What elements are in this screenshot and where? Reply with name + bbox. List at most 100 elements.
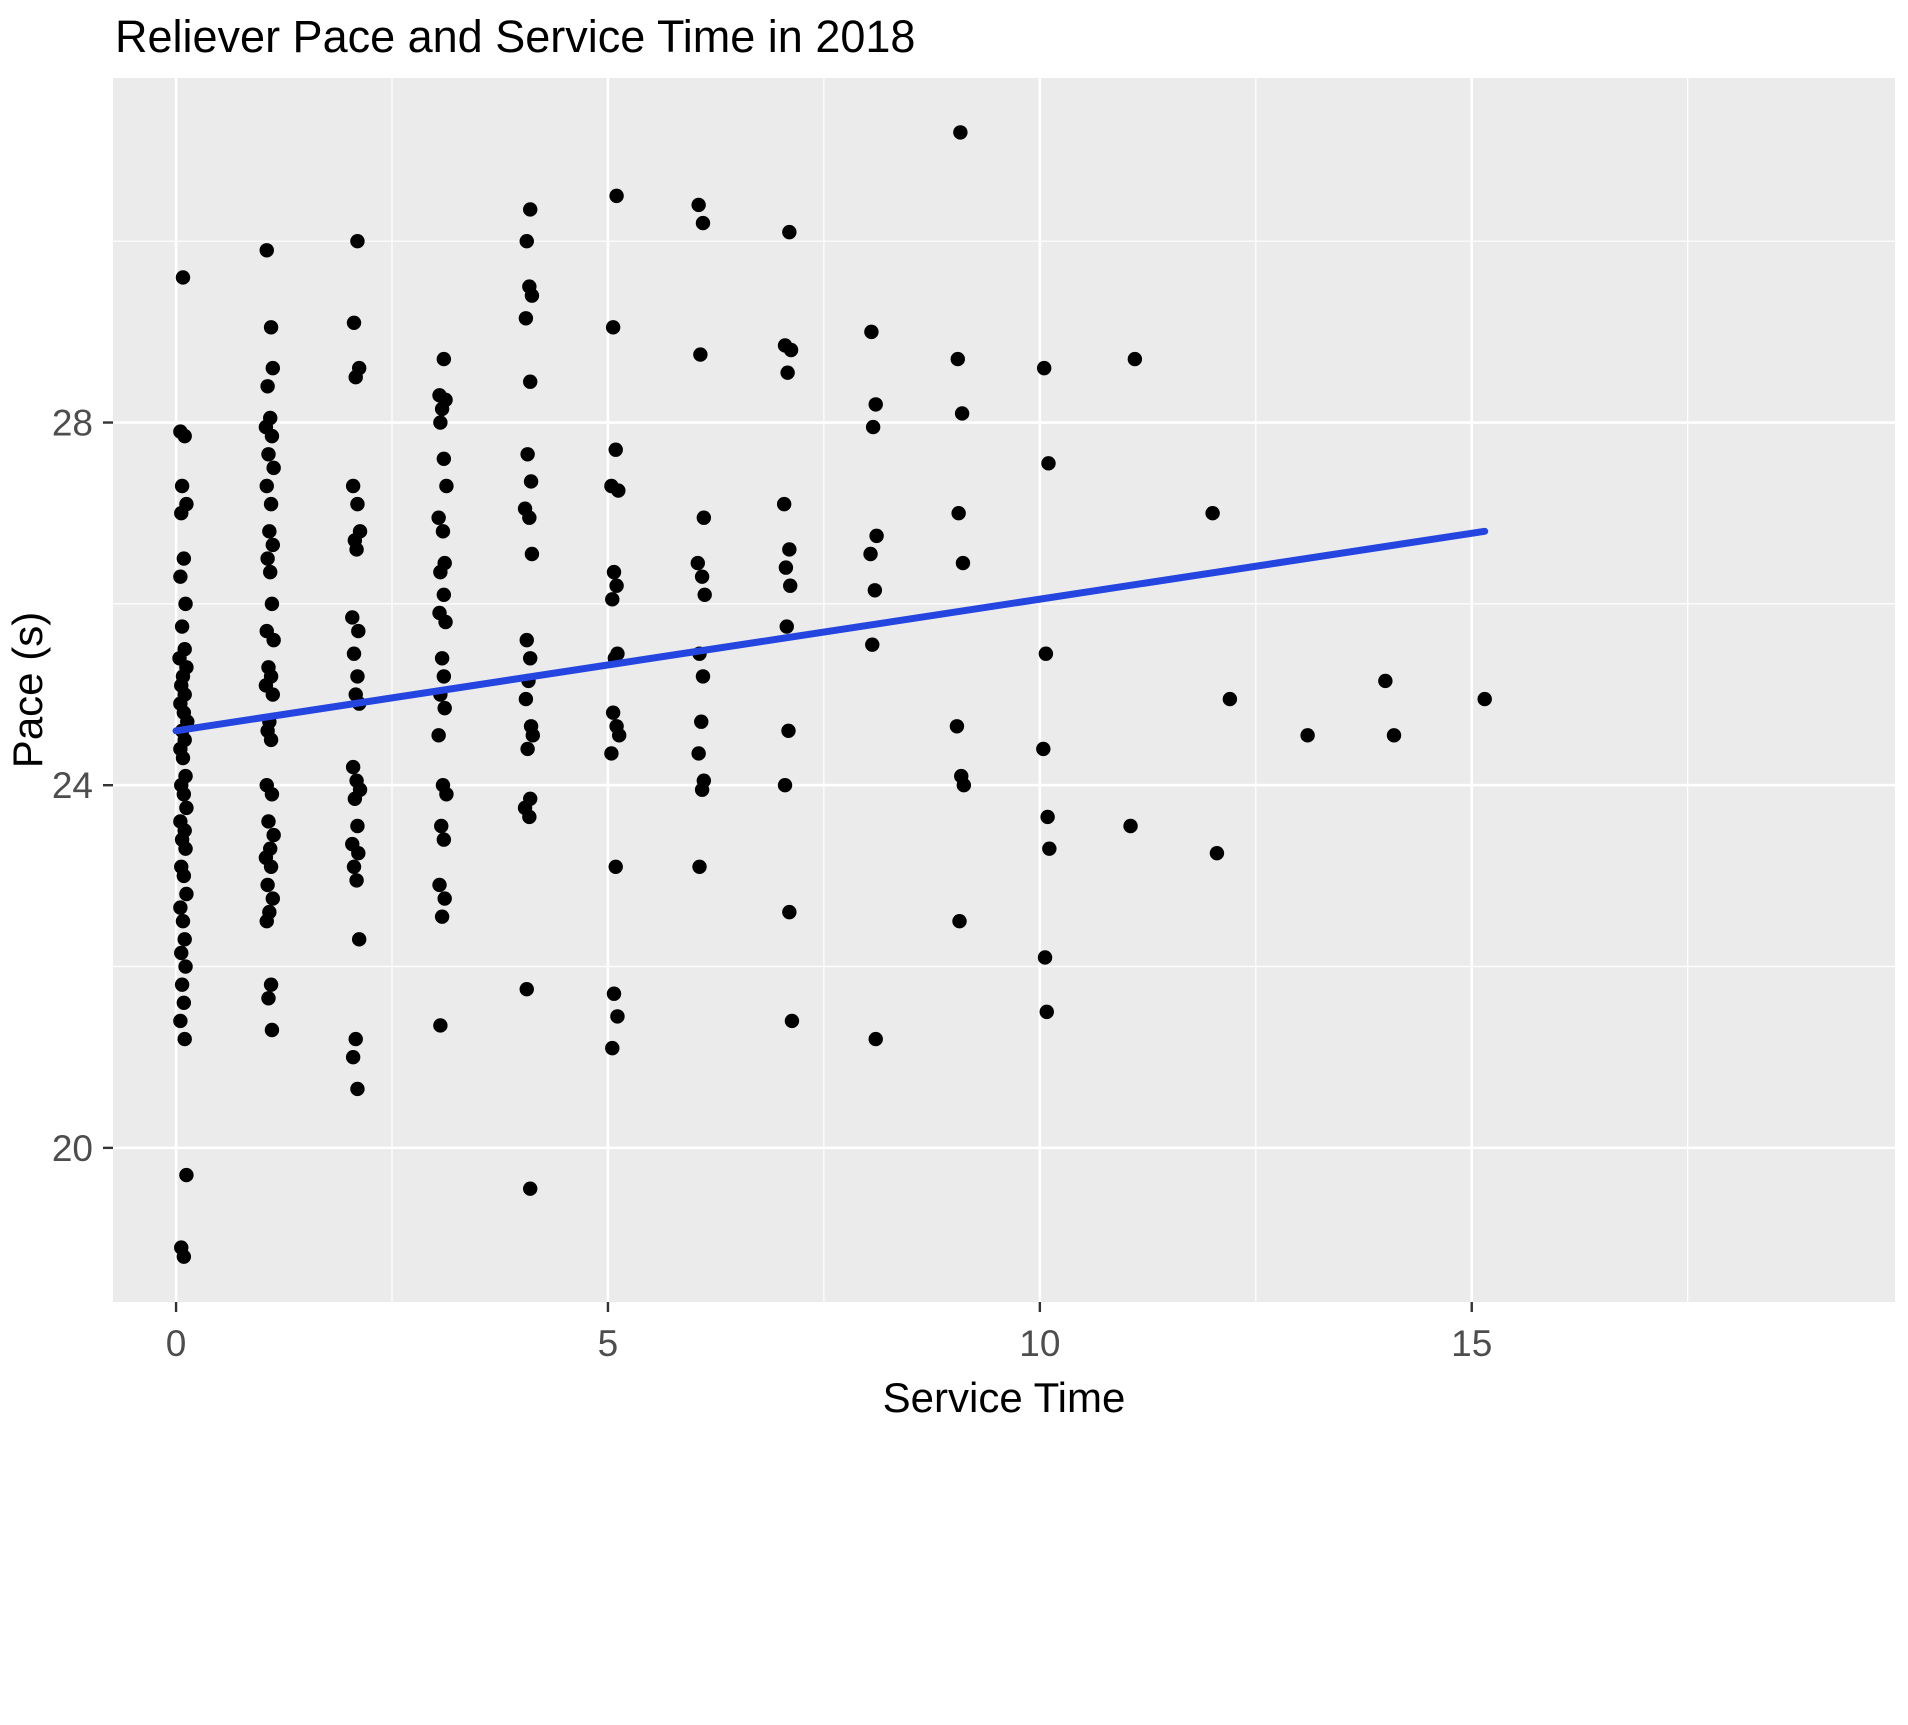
data-point	[175, 750, 191, 766]
data-point	[522, 510, 537, 525]
data-point	[264, 787, 280, 802]
data-point	[349, 873, 364, 888]
data-point	[865, 419, 881, 435]
data-point	[691, 746, 706, 761]
data-point	[351, 623, 366, 639]
data-point	[431, 510, 446, 525]
data-point	[779, 619, 794, 634]
data-point	[263, 496, 279, 512]
data-point	[350, 496, 365, 512]
data-point	[178, 959, 193, 974]
data-point	[524, 546, 540, 562]
data-point	[611, 728, 627, 743]
y-tick-label: 24	[52, 765, 93, 806]
data-point	[439, 478, 454, 494]
data-point	[263, 320, 279, 335]
data-point	[174, 478, 190, 494]
data-point	[434, 909, 450, 924]
x-axis-title: Service Time	[883, 1374, 1126, 1421]
data-point	[783, 578, 798, 593]
data-point	[949, 719, 965, 734]
data-point	[690, 555, 705, 571]
data-point	[523, 202, 538, 217]
data-point	[265, 360, 281, 376]
data-point	[1040, 809, 1055, 825]
data-point	[1378, 673, 1393, 689]
data-point	[178, 841, 193, 856]
data-point	[174, 977, 190, 992]
data-point	[694, 714, 709, 729]
data-point	[783, 342, 799, 358]
data-point	[435, 524, 451, 539]
data-point	[782, 224, 797, 240]
data-point	[350, 1081, 365, 1097]
data-point	[437, 700, 452, 716]
data-point	[263, 732, 279, 748]
data-point	[179, 1167, 194, 1183]
data-point	[608, 859, 623, 874]
x-tick-label: 0	[166, 1323, 187, 1364]
data-point	[265, 537, 281, 553]
data-point	[951, 506, 966, 521]
data-point	[1041, 456, 1056, 471]
data-point	[776, 496, 792, 512]
data-point	[691, 197, 706, 213]
data-point	[348, 370, 363, 385]
data-point	[350, 234, 365, 249]
data-point	[434, 651, 450, 666]
data-point	[524, 288, 540, 303]
data-point	[260, 551, 275, 566]
data-point	[345, 610, 360, 625]
data-point	[262, 524, 277, 539]
data-point	[782, 904, 797, 920]
data-point	[265, 687, 281, 702]
data-point	[431, 728, 446, 743]
data-point	[264, 1022, 280, 1038]
data-point	[519, 982, 534, 997]
data-point	[1386, 728, 1402, 743]
data-point	[522, 809, 537, 825]
data-point	[864, 324, 879, 340]
data-point	[173, 1013, 188, 1029]
x-tick-label: 5	[598, 1323, 619, 1364]
data-point	[693, 347, 708, 362]
data-point	[953, 125, 968, 140]
data-point	[266, 632, 281, 648]
data-point	[782, 542, 797, 557]
data-point	[867, 583, 883, 598]
data-point	[697, 587, 712, 602]
data-point	[523, 374, 538, 389]
data-point	[525, 728, 541, 743]
data-point	[696, 510, 712, 525]
data-point	[956, 778, 972, 793]
data-point	[176, 551, 192, 566]
data-point	[351, 932, 367, 947]
data-point	[179, 800, 194, 816]
data-point	[264, 596, 280, 612]
data-point	[868, 1031, 883, 1047]
data-point	[176, 868, 192, 884]
data-point	[345, 1050, 361, 1065]
data-point	[1039, 1004, 1054, 1020]
data-point	[175, 270, 191, 285]
data-point	[173, 569, 188, 584]
data-point	[433, 564, 448, 580]
data-point	[174, 945, 189, 961]
data-point	[436, 832, 452, 847]
data-point	[694, 569, 710, 584]
data-point	[606, 986, 622, 1001]
data-point	[438, 614, 453, 630]
data-point	[259, 243, 274, 258]
data-point	[436, 669, 452, 684]
data-point	[605, 1040, 620, 1056]
data-point	[692, 859, 707, 874]
data-point	[868, 397, 883, 412]
data-point	[519, 234, 534, 249]
data-point	[351, 846, 366, 861]
data-point	[1123, 818, 1138, 834]
data-point	[1205, 506, 1220, 521]
data-point	[609, 188, 624, 204]
data-point	[347, 791, 363, 806]
data-point	[605, 592, 620, 607]
